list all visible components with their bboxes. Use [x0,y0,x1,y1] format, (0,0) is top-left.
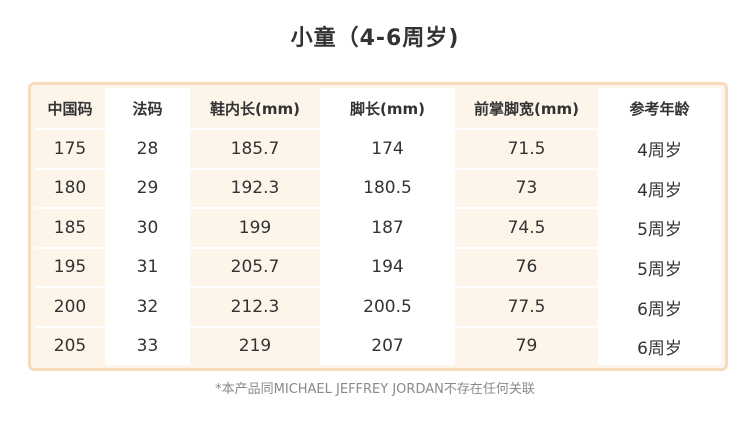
table-cell: 30 [105,208,190,249]
table-cell: 174 [320,129,455,170]
header-cell: 前掌脚宽(mm) [455,88,598,130]
table-cell: 4周岁 [598,129,721,170]
table-cell: 192.3 [190,168,320,210]
table-cell: 5周岁 [598,208,721,249]
header-cell: 脚长(mm) [320,88,455,130]
table-row: 175 28 185.7 174 71.5 4周岁 [35,129,721,170]
header-cell: 鞋内长(mm) [190,88,320,130]
table-cell: 195 [35,247,105,289]
table-cell: 71.5 [455,129,598,170]
table-row: 185 30 199 187 74.5 5周岁 [35,208,721,249]
table-cell: 33 [105,326,190,365]
table-cell: 6周岁 [598,287,721,328]
table-cell: 205.7 [190,247,320,289]
table-cell: 180 [35,168,105,210]
table-cell: 194 [320,247,455,289]
table-row: 180 29 192.3 180.5 73 4周岁 [35,168,721,210]
table-cell: 212.3 [190,287,320,328]
header-row: 中国码 法码 鞋内长(mm) 脚长(mm) 前掌脚宽(mm) 参考年龄 [35,88,721,130]
table-cell: 79 [515,336,538,357]
header-cell: 法码 [105,88,190,130]
footnote: *本产品同MICHAEL JEFFREY JORDAN不存在任何关联 [215,382,535,397]
header-cell: 中国码 [35,88,105,130]
table-row: 195 31 205.7 194 76 5周岁 [35,247,721,289]
table-row: 205 33 219 207 79 6周岁 [35,326,721,365]
table-cell: 77.5 [455,287,598,328]
header-cell: 参考年龄 [598,88,721,130]
table-cell: 219 [238,336,272,357]
table-cell: 28 [105,129,190,170]
table-cell: 205 [53,336,87,357]
table-cell: 31 [105,247,190,289]
table-cell: 199 [190,208,320,249]
table-row: 200 32 212.3 200.5 77.5 6周岁 [35,287,721,328]
table-cell: 29 [105,168,190,210]
table-cell: 32 [105,287,190,328]
size-table: 中国码 法码 鞋内长(mm) 脚长(mm) 前掌脚宽(mm) 参考年龄 175 28 185.… [35,88,721,365]
table-box: 中国码 法码 鞋内长(mm) 脚长(mm) 前掌脚宽(mm) 参考年龄 175 28 185.… [28,82,728,371]
table-cell: 73 [455,168,598,210]
table-cell: 200 [35,287,105,328]
table-cell: 76 [455,247,598,289]
table-cell: 200.5 [320,287,455,328]
title: 小童（4-6周岁) [290,26,460,51]
table-cell: 185.7 [190,129,320,170]
table-body: 175 28 185.7 174 71.5 4周岁 180 29 192.3 180.5 73 4周岁… [35,129,721,365]
table-cell: 4周岁 [598,168,721,210]
table-cell: 5周岁 [598,247,721,289]
table-cell: 207 [320,326,455,365]
table-cell: 187 [320,208,455,249]
table-cell: 74.5 [455,208,598,249]
table-cell: 180.5 [320,168,455,210]
table-cell: 185 [35,208,105,249]
table-cell: 175 [35,129,105,170]
table-cell: 6周岁 [598,326,721,365]
